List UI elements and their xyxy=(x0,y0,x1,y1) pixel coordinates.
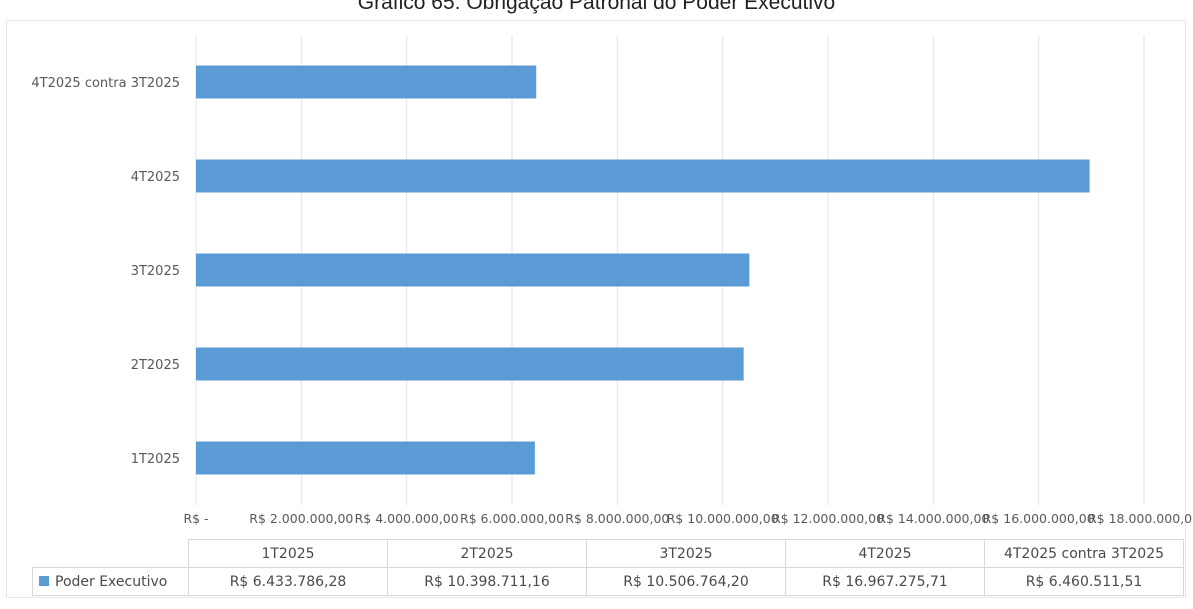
x-tick-label: R$ - xyxy=(183,511,208,526)
data-table-value: R$ 10.506.764,20 xyxy=(586,567,786,596)
category-label: 4T2025 xyxy=(131,170,180,185)
bar xyxy=(196,65,537,99)
x-tick-label: R$ 2.000.000,00 xyxy=(249,511,353,526)
legend-swatch xyxy=(39,575,49,586)
x-tick-label: R$ 12.000.000,00 xyxy=(772,511,884,526)
data-table-column-header: 3T2025 xyxy=(586,539,786,568)
data-table-column-header: 1T2025 xyxy=(188,539,388,568)
data-table-column-header: 2T2025 xyxy=(387,539,587,568)
bar-chart: 1T2025 2T2025 3T2025 4T2025 4T2025 contra 3T… xyxy=(31,35,1193,526)
x-tick-label: R$ 10.000.000,00 xyxy=(667,511,779,526)
x-tick-labels: R$ - R$ 2.000.000,00 R$ 4.000.000,00 R$ 6.0… xyxy=(183,511,1193,526)
x-tick-label: R$ 18.000.000,00 xyxy=(1088,511,1193,526)
x-tick-label: R$ 16.000.000,00 xyxy=(983,511,1095,526)
bar xyxy=(196,347,744,381)
x-tick-label: R$ 6.000.000,00 xyxy=(460,511,564,526)
category-labels: 1T2025 2T2025 3T2025 4T2025 4T2025 contra 3T… xyxy=(31,76,180,467)
x-tick-label: R$ 4.000.000,00 xyxy=(355,511,459,526)
bar xyxy=(196,441,535,475)
data-table-row: Poder Executivo R$ 6.433.786,28 R$ 10.398… xyxy=(32,567,1184,596)
x-tick-label: R$ 8.000.000,00 xyxy=(565,511,669,526)
data-table-header-row: 1T2025 2T2025 3T2025 4T2025 4T2025 contra 3T… xyxy=(33,539,1184,568)
chart-title: Gráfico 65: Obrigação Patronal do Poder … xyxy=(357,0,836,14)
legend-label: Poder Executivo xyxy=(55,573,168,590)
category-label: 4T2025 contra 3T2025 xyxy=(31,76,180,91)
data-table-value: R$ 16.967.275,71 xyxy=(785,567,985,596)
data-table-column-header: 4T2025 xyxy=(785,539,985,568)
bar xyxy=(196,253,750,287)
x-tick-label: R$ 14.000.000,00 xyxy=(877,511,989,526)
data-table-corner xyxy=(33,540,189,568)
data-table: 1T2025 2T2025 3T2025 4T2025 4T2025 contra 3T… xyxy=(32,539,1184,596)
legend-item: Poder Executivo xyxy=(32,567,189,596)
category-label: 2T2025 xyxy=(131,358,180,373)
chart-area xyxy=(6,20,1186,598)
data-table-value: R$ 6.433.786,28 xyxy=(188,567,388,596)
bar xyxy=(196,159,1090,193)
bars xyxy=(196,65,1090,475)
data-table-value: R$ 6.460.511,51 xyxy=(984,567,1184,596)
category-label: 1T2025 xyxy=(131,452,180,467)
data-table-column-header: 4T2025 contra 3T2025 xyxy=(984,539,1184,568)
category-label: 3T2025 xyxy=(131,264,180,279)
data-table-value: R$ 10.398.711,16 xyxy=(387,567,587,596)
